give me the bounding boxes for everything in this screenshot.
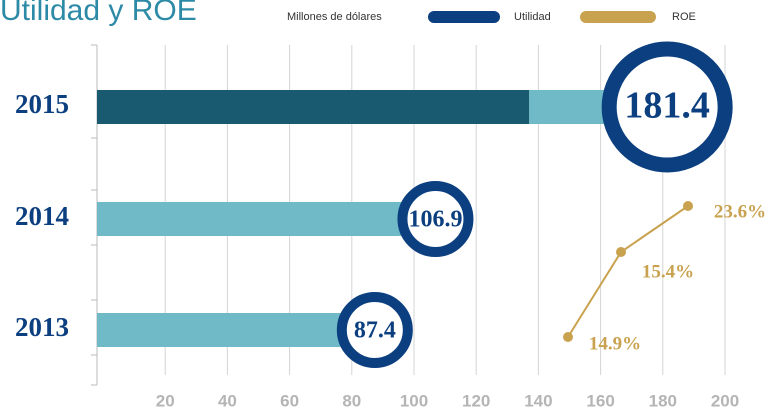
legend-label: ROE [672, 11, 696, 23]
value-ring [397, 181, 474, 257]
value-ring [336, 292, 413, 368]
roe-label: 15.4% [642, 261, 694, 282]
legend-swatch [428, 11, 500, 23]
category-label: 2015 [15, 89, 69, 119]
x-tick-label: 40 [218, 391, 237, 410]
x-tick-label: 160 [586, 391, 614, 410]
value-label: 181.4 [624, 85, 710, 127]
x-tick-label: 200 [711, 391, 739, 410]
units-label: Millones de dólares [287, 11, 382, 23]
x-tick-label: 140 [524, 391, 552, 410]
legend-label: Utilidad [514, 11, 551, 23]
roe-dot [616, 247, 626, 257]
category-label: 2014 [15, 201, 69, 231]
legend-swatch [580, 11, 656, 23]
category-label: 2013 [15, 312, 69, 342]
x-tick-label: 80 [342, 391, 361, 410]
bar [97, 90, 530, 124]
roe-dot [683, 201, 693, 211]
chart-title: Utilidad y ROE [0, 0, 197, 27]
bar [97, 202, 436, 236]
value-label: 106.9 [408, 207, 462, 233]
x-tick-label: 60 [280, 391, 299, 410]
x-tick-label: 100 [400, 391, 428, 410]
value-ring [601, 41, 733, 173]
x-tick-label: 120 [462, 391, 490, 410]
roe-label: 23.6% [714, 201, 766, 222]
x-tick-label: 180 [649, 391, 677, 410]
x-tick-label: 20 [156, 391, 175, 410]
roe-label: 14.9% [589, 333, 641, 354]
value-label: 87.4 [354, 318, 396, 344]
bar [97, 313, 375, 347]
roe-dot [563, 332, 573, 342]
